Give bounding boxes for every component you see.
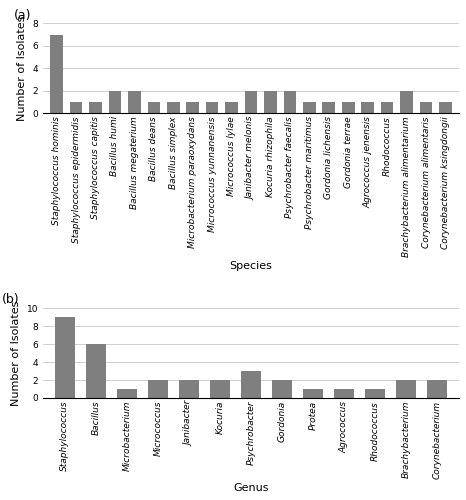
Bar (89, 102, 102, 114)
Bar (225, 102, 238, 114)
Bar (206, 102, 219, 114)
Bar (179, 380, 199, 398)
Bar (128, 91, 141, 114)
Bar (272, 380, 292, 398)
Text: (a): (a) (14, 8, 31, 22)
Bar (342, 102, 355, 114)
Bar (245, 91, 257, 114)
Text: (b): (b) (1, 294, 19, 306)
Bar (86, 344, 106, 398)
X-axis label: Genus: Genus (233, 483, 269, 493)
Bar (396, 380, 416, 398)
Bar (365, 389, 385, 398)
Bar (400, 91, 413, 114)
Bar (303, 389, 323, 398)
Bar (241, 371, 261, 398)
Bar (210, 380, 230, 398)
Bar (381, 102, 393, 114)
Bar (55, 317, 75, 398)
Bar (148, 102, 160, 114)
Bar (303, 102, 315, 114)
Bar (439, 102, 452, 114)
Bar (148, 380, 168, 398)
Bar (420, 102, 432, 114)
Y-axis label: Number of Isolates: Number of Isolates (11, 300, 21, 406)
Bar (427, 380, 447, 398)
Bar (284, 91, 296, 114)
Y-axis label: Number of Isolates: Number of Isolates (17, 16, 27, 121)
Bar (264, 91, 277, 114)
Bar (361, 102, 374, 114)
Bar (109, 91, 121, 114)
Bar (50, 34, 63, 114)
Bar (186, 102, 199, 114)
Bar (70, 102, 82, 114)
X-axis label: Species: Species (230, 261, 273, 271)
Bar (334, 389, 354, 398)
Bar (117, 389, 137, 398)
Bar (322, 102, 335, 114)
Bar (167, 102, 179, 114)
